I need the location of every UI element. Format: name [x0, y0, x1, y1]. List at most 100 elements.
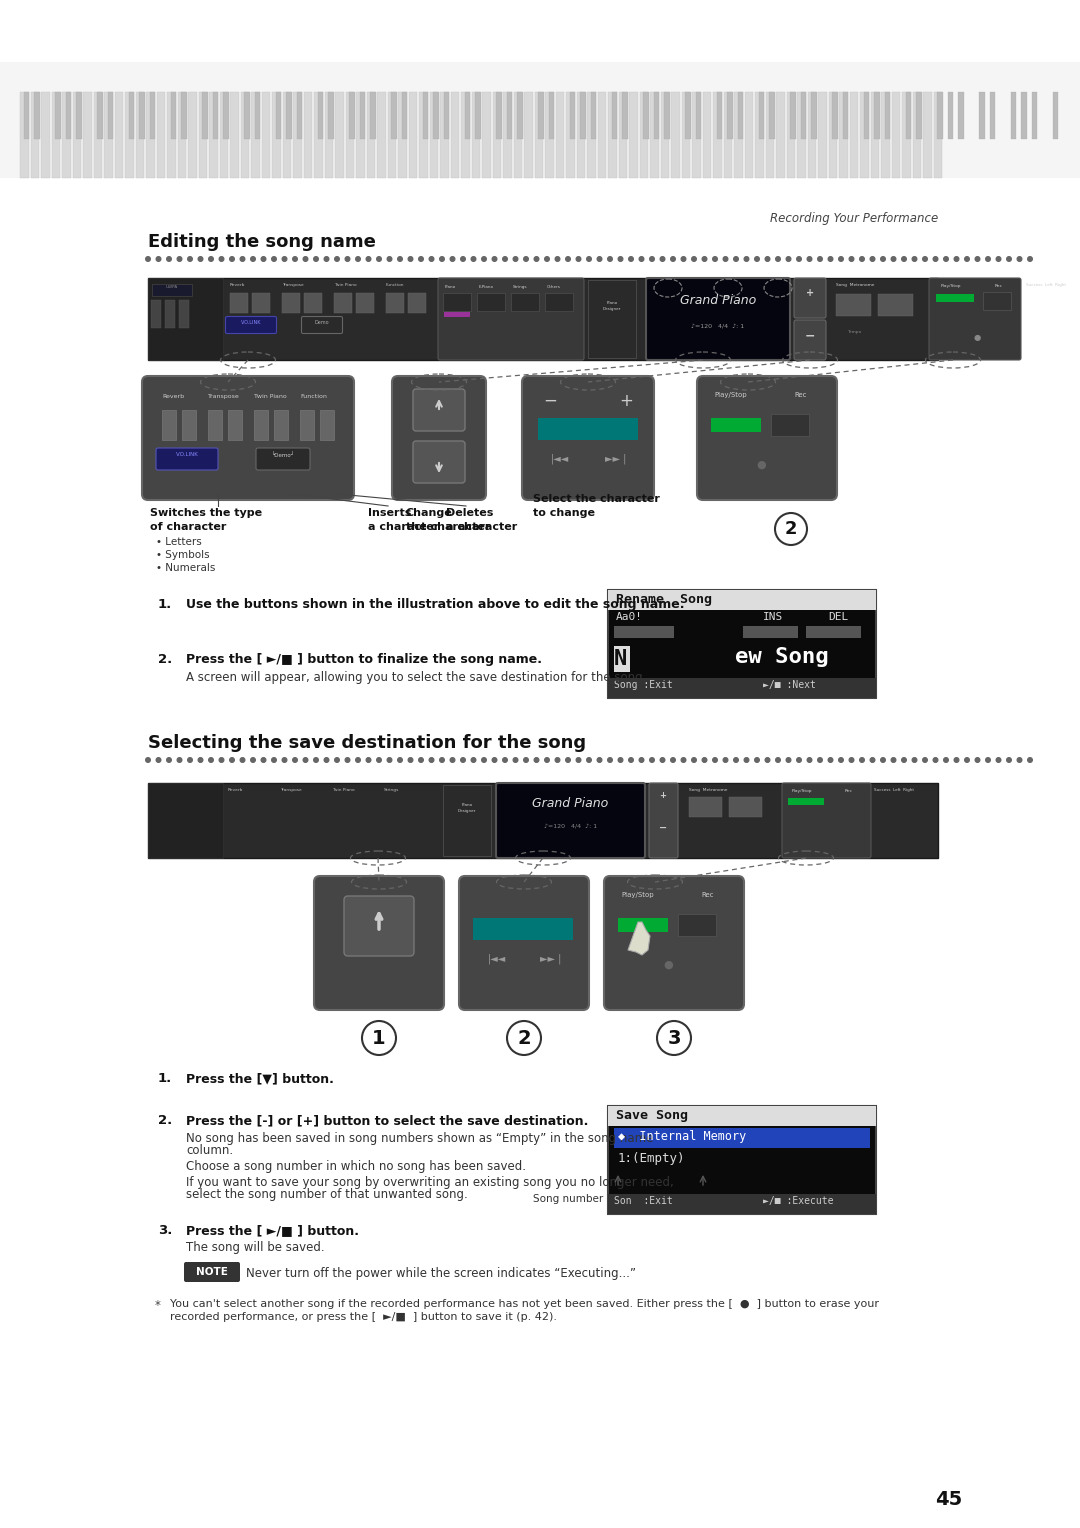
- Bar: [1053, 92, 1058, 139]
- Circle shape: [629, 758, 633, 762]
- Bar: [811, 92, 816, 139]
- Bar: [591, 92, 596, 139]
- Bar: [450, 92, 459, 177]
- Text: ◆  Internal Memory: ◆ Internal Memory: [618, 1131, 746, 1143]
- Bar: [800, 92, 806, 139]
- Text: column.: column.: [186, 1144, 233, 1157]
- Circle shape: [786, 758, 791, 762]
- Circle shape: [303, 758, 308, 762]
- Circle shape: [377, 257, 381, 261]
- Circle shape: [849, 758, 854, 762]
- Circle shape: [880, 257, 886, 261]
- FancyBboxPatch shape: [301, 316, 342, 333]
- Circle shape: [986, 257, 990, 261]
- Bar: [864, 92, 869, 139]
- Circle shape: [313, 257, 319, 261]
- Bar: [881, 92, 890, 177]
- Text: Editing the song name: Editing the song name: [148, 232, 376, 251]
- Bar: [513, 92, 522, 177]
- Bar: [62, 92, 70, 177]
- Circle shape: [818, 257, 822, 261]
- Bar: [171, 92, 176, 139]
- Circle shape: [461, 758, 465, 762]
- Bar: [777, 92, 784, 177]
- Circle shape: [775, 513, 807, 545]
- Circle shape: [524, 758, 528, 762]
- Bar: [254, 410, 268, 440]
- Bar: [619, 92, 627, 177]
- Bar: [597, 92, 606, 177]
- Text: 2: 2: [785, 520, 797, 538]
- Text: Save Song: Save Song: [616, 1109, 688, 1122]
- Circle shape: [839, 257, 843, 261]
- Text: Song name: Song name: [674, 1193, 732, 1204]
- Bar: [162, 410, 176, 440]
- FancyBboxPatch shape: [256, 448, 310, 471]
- Text: ♪=120   4/4  ♪: 1: ♪=120 4/4 ♪: 1: [691, 322, 744, 329]
- Text: Deletes: Deletes: [446, 507, 494, 518]
- Circle shape: [797, 758, 801, 762]
- Bar: [464, 92, 470, 139]
- Bar: [272, 92, 281, 177]
- Bar: [839, 92, 848, 177]
- Bar: [711, 419, 761, 432]
- Bar: [472, 92, 480, 177]
- Circle shape: [586, 257, 592, 261]
- Bar: [30, 92, 39, 177]
- FancyBboxPatch shape: [438, 278, 584, 361]
- Bar: [878, 293, 913, 316]
- Bar: [208, 410, 222, 440]
- Text: Twin Piano: Twin Piano: [334, 283, 356, 287]
- Text: ►/■ :Execute: ►/■ :Execute: [762, 1196, 834, 1206]
- Text: Use the buttons shown in the illustration above to edit the song name.: Use the buttons shown in the illustratio…: [186, 597, 685, 611]
- Circle shape: [293, 758, 297, 762]
- Circle shape: [146, 758, 150, 762]
- Circle shape: [482, 758, 486, 762]
- Circle shape: [240, 257, 245, 261]
- Bar: [188, 92, 197, 177]
- Circle shape: [775, 257, 781, 261]
- Circle shape: [208, 257, 214, 261]
- Text: 1:(Empty): 1:(Empty): [618, 1152, 686, 1164]
- Bar: [261, 92, 270, 177]
- Circle shape: [440, 758, 444, 762]
- Bar: [473, 918, 573, 940]
- Bar: [650, 92, 659, 177]
- Bar: [608, 92, 617, 177]
- Bar: [734, 92, 743, 177]
- Circle shape: [702, 758, 706, 762]
- Circle shape: [502, 758, 508, 762]
- Text: 1.: 1.: [158, 1073, 172, 1085]
- Bar: [328, 92, 334, 139]
- Bar: [622, 92, 627, 139]
- Bar: [643, 92, 649, 139]
- Circle shape: [975, 257, 980, 261]
- Circle shape: [807, 758, 812, 762]
- Circle shape: [524, 257, 528, 261]
- Circle shape: [188, 257, 192, 261]
- FancyBboxPatch shape: [459, 876, 589, 1010]
- Circle shape: [733, 758, 739, 762]
- Text: select the song number of that unwanted song.: select the song number of that unwanted …: [186, 1187, 468, 1201]
- Bar: [76, 92, 82, 139]
- Text: −: −: [659, 824, 667, 833]
- Text: UWPA: UWPA: [166, 286, 178, 289]
- Circle shape: [272, 758, 276, 762]
- Bar: [366, 92, 375, 177]
- Text: Press the [ ►/■ ] button to finalize the song name.: Press the [ ►/■ ] button to finalize the…: [186, 652, 542, 666]
- Circle shape: [555, 758, 559, 762]
- Bar: [511, 293, 539, 312]
- Circle shape: [397, 257, 402, 261]
- Circle shape: [251, 257, 255, 261]
- Text: Press the [▼] button.: Press the [▼] button.: [186, 1073, 334, 1085]
- Circle shape: [996, 257, 1001, 261]
- Text: Inserts: Inserts: [368, 507, 411, 518]
- Bar: [314, 92, 323, 177]
- Circle shape: [397, 758, 402, 762]
- Bar: [716, 92, 723, 139]
- Circle shape: [513, 758, 517, 762]
- Bar: [545, 293, 573, 312]
- Bar: [318, 92, 323, 139]
- Bar: [983, 292, 1011, 310]
- Circle shape: [608, 257, 612, 261]
